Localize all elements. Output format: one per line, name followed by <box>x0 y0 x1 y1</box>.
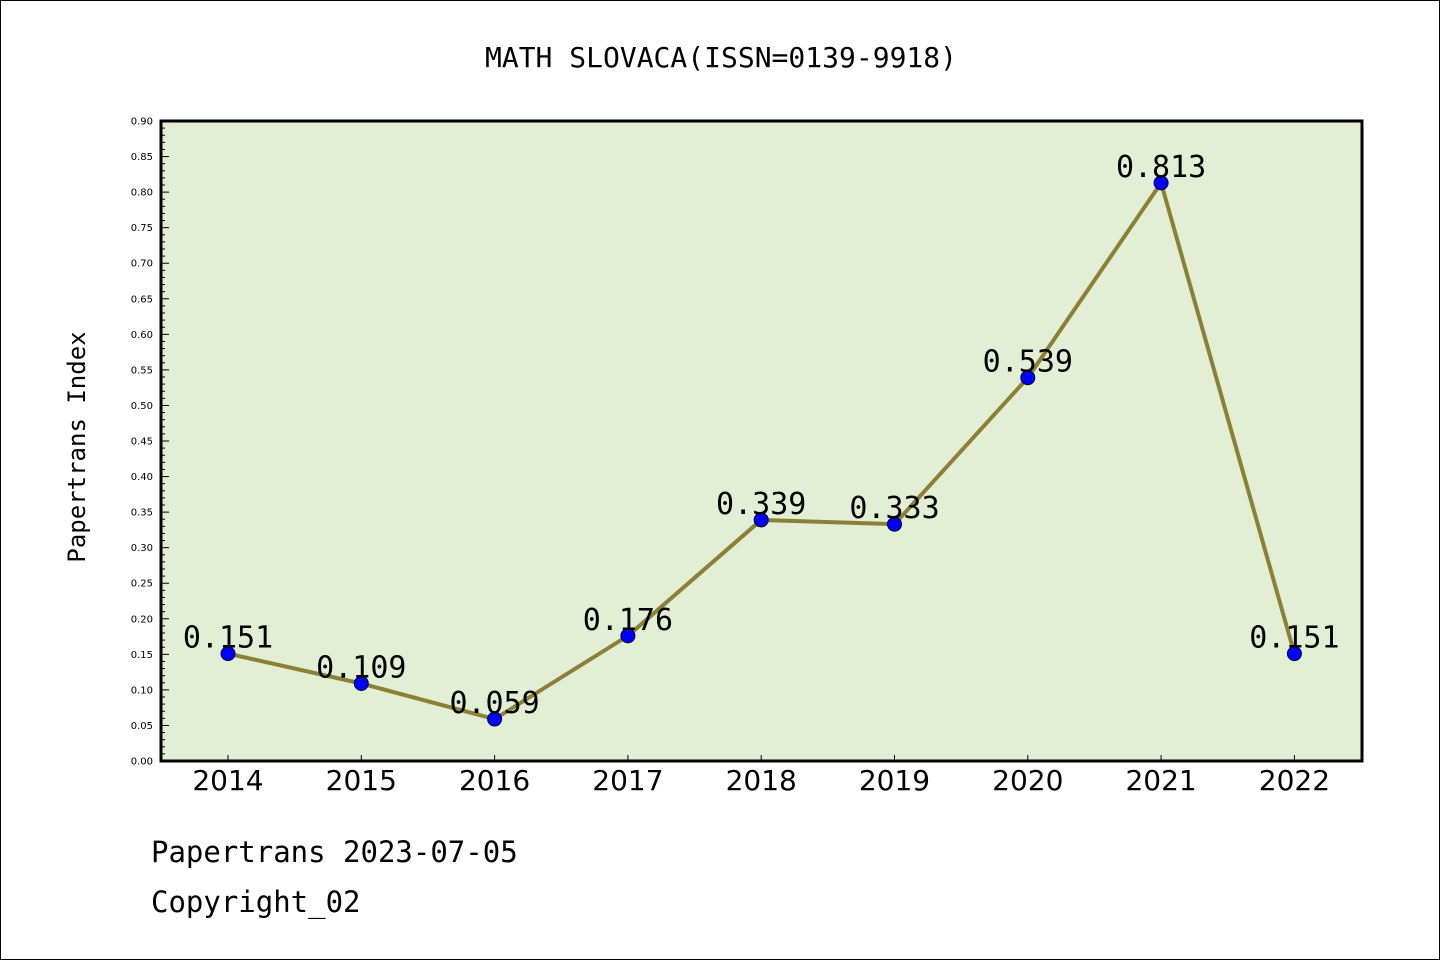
data-label: 0.333 <box>849 491 939 526</box>
y-tick-label: 0.25 <box>131 579 153 590</box>
x-tick-label: 2019 <box>859 764 930 797</box>
x-tick-label: 2015 <box>326 764 397 797</box>
data-point <box>753 512 769 528</box>
y-tick-label: 0.70 <box>131 259 153 270</box>
y-axis: 0.00 0.05 0.10 0.15 0.20 0.25 0.30 0.35 0.40 0.45… <box>131 117 169 768</box>
data-label: 0.539 <box>983 345 1073 380</box>
data-label: 0.813 <box>1116 150 1206 185</box>
y-tick-label: 0.05 <box>131 721 153 732</box>
x-tick-label: 2018 <box>726 764 797 797</box>
data-point <box>353 675 369 691</box>
data-label: 0.339 <box>716 487 806 522</box>
x-tick-label: 2017 <box>592 764 663 797</box>
data-label: 0.151 <box>1249 621 1339 656</box>
x-axis: 2014 2015 2016 2017 2018 2019 2020 2021 2022 <box>192 755 1330 797</box>
y-tick-label: 0.65 <box>131 294 153 305</box>
data-label: 0.059 <box>449 686 539 721</box>
data-point <box>220 646 236 662</box>
y-tick-label: 0.75 <box>131 223 153 234</box>
data-point <box>1286 646 1302 662</box>
y-tick-label: 0.85 <box>131 152 153 163</box>
y-tick-label: 0.20 <box>131 614 153 625</box>
y-tick-label: 0.90 <box>131 117 153 128</box>
data-label: 0.176 <box>583 603 673 638</box>
footer-date: Papertrans 2023-07-05 <box>151 835 518 869</box>
y-tick-label: 0.80 <box>131 188 153 199</box>
series-layer: 0.151 0.109 0.059 0.176 0.339 0.333 0.539 0.813… <box>183 150 1340 727</box>
y-tick-label: 0.00 <box>131 757 153 768</box>
x-tick-label: 2014 <box>192 764 263 797</box>
data-point <box>620 628 636 644</box>
y-tick-label: 0.40 <box>131 472 153 483</box>
data-point <box>487 711 503 727</box>
y-tick-label: 0.50 <box>131 401 153 412</box>
data-label: 0.109 <box>316 650 406 685</box>
x-tick-label: 2022 <box>1259 764 1330 797</box>
data-point <box>1153 175 1169 191</box>
plot-area <box>161 121 1362 761</box>
x-tick-label: 2016 <box>459 764 530 797</box>
y-tick-label: 0.45 <box>131 437 153 448</box>
data-label: 0.151 <box>183 621 273 656</box>
data-point <box>887 516 902 532</box>
x-tick-label: 2021 <box>1125 764 1196 797</box>
y-tick-label: 0.55 <box>131 365 153 376</box>
y-axis-label: Papertrans Index <box>63 331 91 562</box>
y-tick-label: 0.60 <box>131 330 153 341</box>
plot-border <box>159 119 1364 763</box>
data-point <box>1020 370 1036 386</box>
y-tick-label: 0.35 <box>131 508 153 519</box>
y-tick-label: 0.15 <box>131 650 153 661</box>
x-tick-label: 2020 <box>992 764 1063 797</box>
footer-copyright: Copyright_02 <box>151 885 361 919</box>
chart-title: MATH SLOVACA(ISSN=0139-9918) <box>485 41 957 74</box>
y-tick-label: 0.10 <box>131 685 153 696</box>
y-tick-label: 0.30 <box>131 543 153 554</box>
